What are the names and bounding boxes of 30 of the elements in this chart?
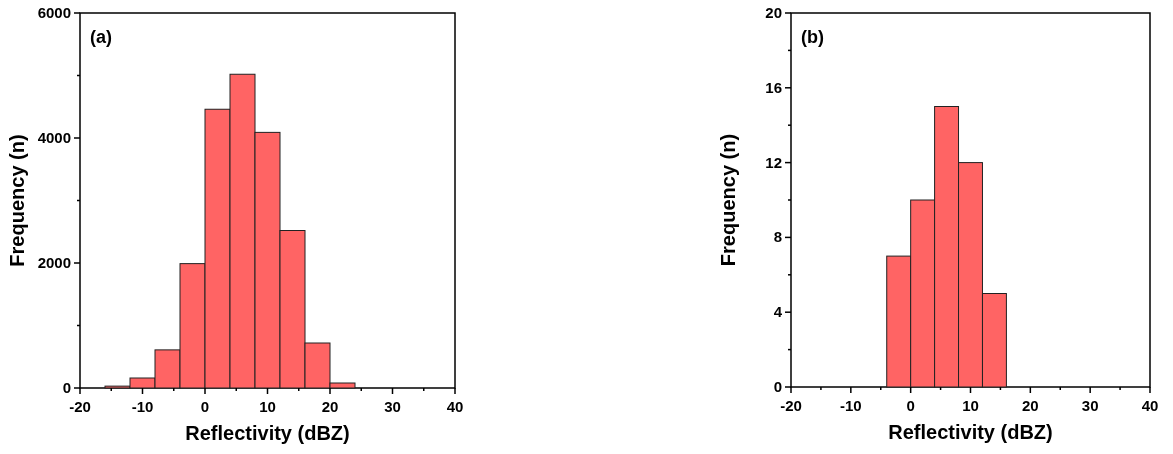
annotation: (a) xyxy=(90,27,112,47)
y-tick-label: 4000 xyxy=(37,129,71,146)
x-tick-label: 30 xyxy=(1081,397,1099,414)
x-tick-label: 20 xyxy=(321,398,339,415)
x-tick-label: 40 xyxy=(446,398,464,415)
y-tick-label: 4 xyxy=(773,303,783,321)
x-tick-label: -20 xyxy=(69,398,91,415)
y-tick-label: 0 xyxy=(773,378,782,395)
x-tick-label: 20 xyxy=(1021,397,1039,414)
y-tick-label: 0 xyxy=(62,379,71,396)
x-tick-label: 30 xyxy=(384,398,401,415)
x-tick-label: 0 xyxy=(906,397,915,414)
x-tick-label: 10 xyxy=(259,398,276,415)
x-tick-label: 10 xyxy=(962,397,979,414)
x-tick-label: -10 xyxy=(839,397,862,414)
x-tick-label: -10 xyxy=(131,398,154,415)
x-axis-title: Reflectivity (dBZ) xyxy=(888,421,1053,443)
x-tick-label: 0 xyxy=(200,398,210,415)
y-tick-label: 6000 xyxy=(37,4,71,21)
y-axis-title: Frequency (n) xyxy=(717,133,739,267)
y-tick-label: 12 xyxy=(765,153,782,171)
y-tick-label: 8 xyxy=(773,228,782,246)
annotation: (b) xyxy=(801,27,824,47)
x-tick-label: -20 xyxy=(780,397,802,414)
x-axis-title: Reflectivity (dBZ) xyxy=(185,422,350,444)
y-tick-label: 20 xyxy=(765,4,782,21)
y-tick-label: 16 xyxy=(765,78,782,96)
x-tick-label: 40 xyxy=(1141,397,1159,414)
y-tick-label: 2000 xyxy=(37,254,71,271)
y-axis-title: Frequency (n) xyxy=(6,134,28,267)
